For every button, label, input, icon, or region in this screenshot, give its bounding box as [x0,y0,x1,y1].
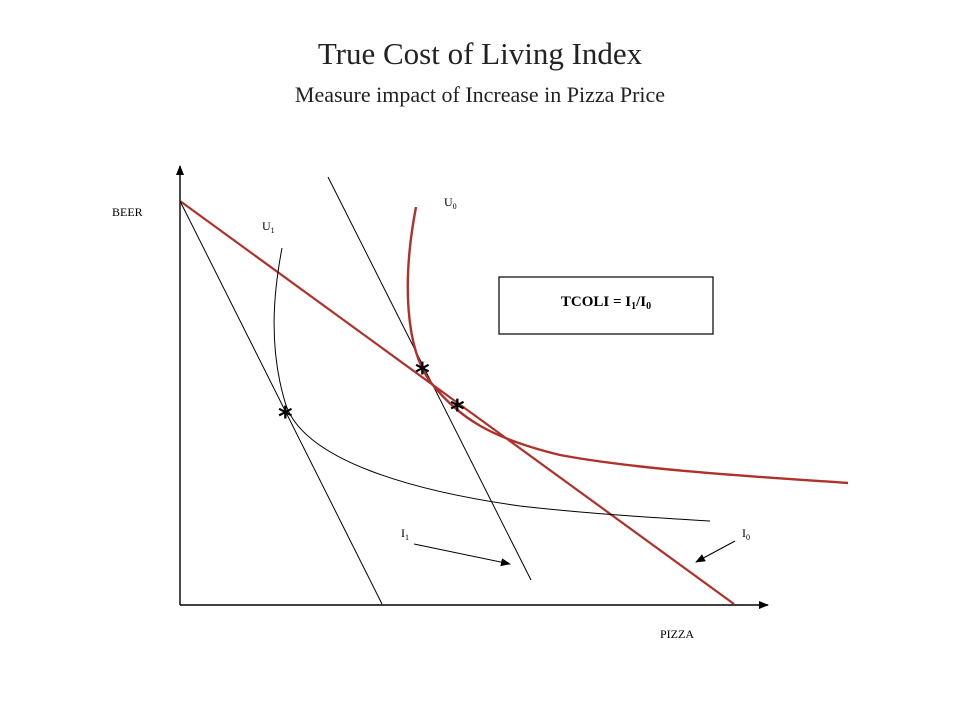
budget-line-i0 [179,200,735,605]
budget-line-i1 [179,200,383,605]
page-subtitle: Measure impact of Increase in Pizza Pric… [294,82,666,107]
i0-label: I0 [742,526,750,542]
budget-line-shifted [327,176,532,581]
indifference-curve-u1 [273,247,711,522]
i0-pointer-arrow [695,540,736,563]
formula-box [498,276,714,335]
indifference-curve-u0 [406,206,849,485]
x-axis-label: PIZZA [660,627,694,641]
page-title: True Cost of Living Index [317,36,643,71]
equilibrium-marker-upper: * [415,356,430,389]
y-axis-label: BEER [112,205,143,219]
i1-pointer-arrow [413,543,511,567]
formula-text: TCOLI = I1/I0 [561,294,651,312]
u0-label: U0 [444,195,457,211]
equilibrium-marker-lower-right: * [450,393,465,426]
equilibrium-marker-left: * [278,400,293,433]
u1-label: U1 [262,219,275,235]
i1-label: I1 [401,526,409,542]
